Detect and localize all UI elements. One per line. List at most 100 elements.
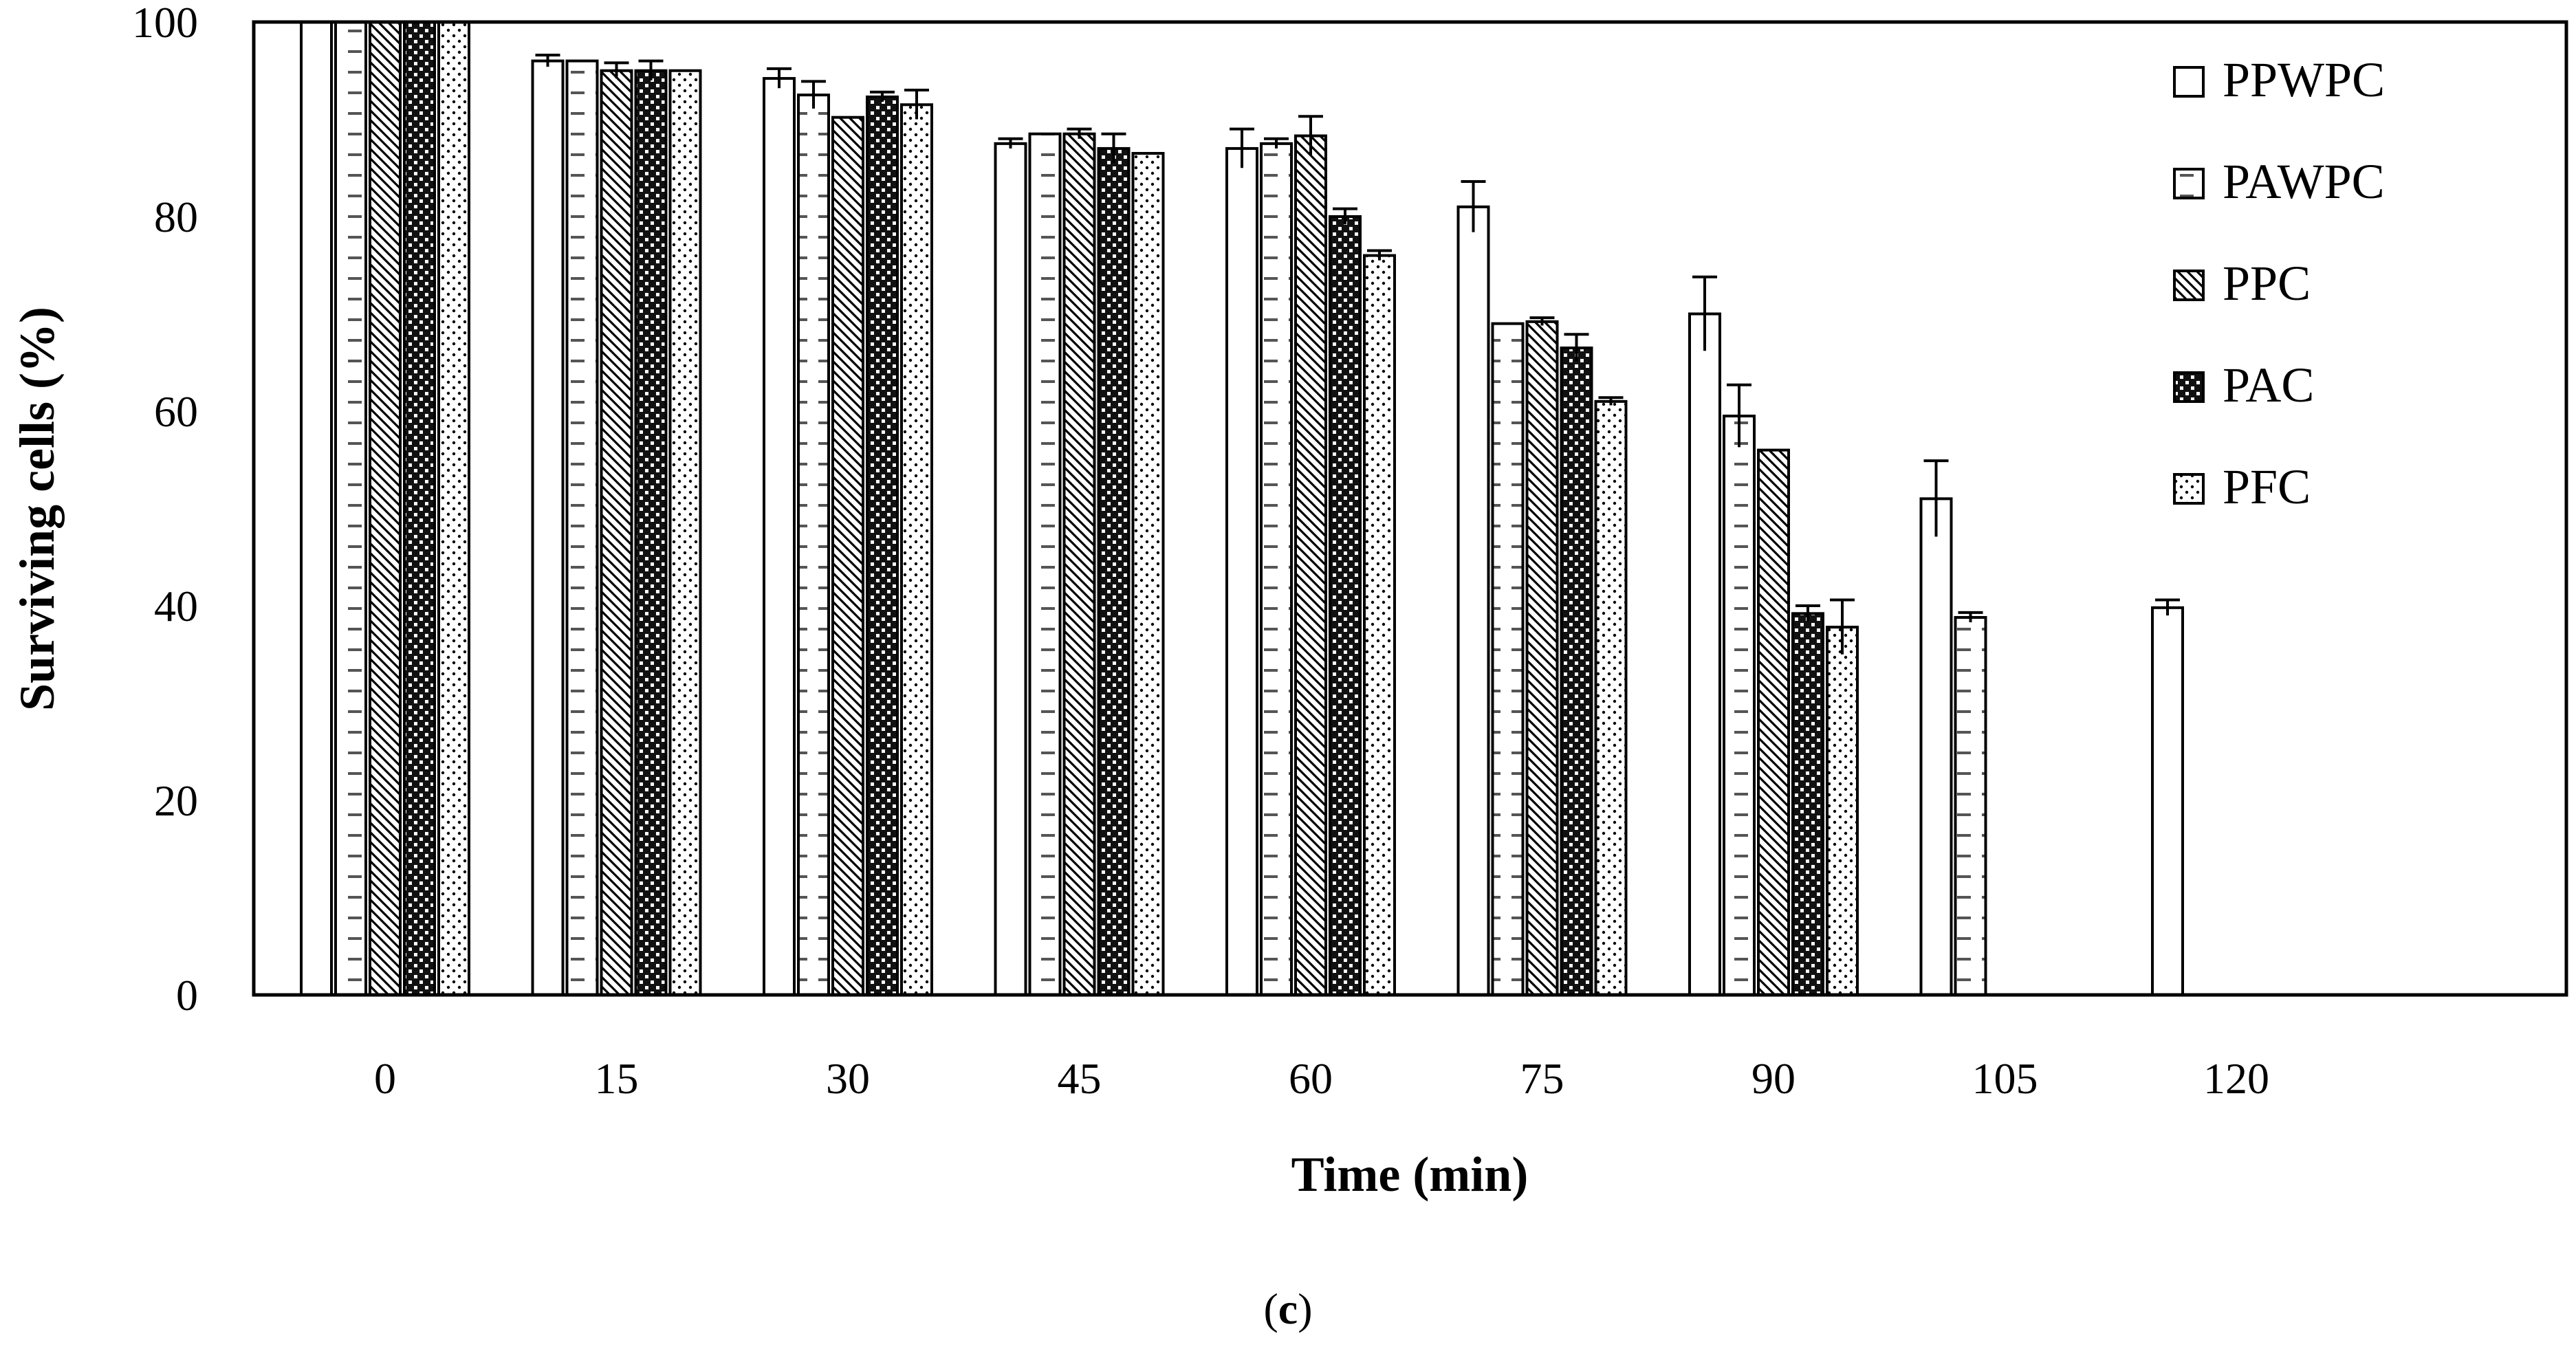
x-axis-ticks: 0 15 30 45 60 75 90 105 120 [374,1054,2269,1103]
bar-pawpc-t75 [1491,322,1525,996]
error-bar-ppc-t60 [1298,115,1323,155]
error-bar-pawpc-t105 [1958,611,1983,623]
legend-swatch-ppwpc [2173,66,2205,98]
error-bar-pawpc-t30 [801,80,826,109]
y-tick-label: 40 [154,582,198,630]
bar-pac-t60 [1329,215,1362,996]
error-bar-pawpc-t90 [1727,383,1751,448]
bar-pawpc-t15 [565,59,599,997]
legend-label-pfc: PFC [2223,459,2311,514]
error-bar-pac-t75 [1564,333,1589,362]
bar-pawpc-t30 [797,94,830,996]
error-bar-ppwpc-t120 [2155,598,2180,616]
bar-ppwpc-t15 [531,59,565,997]
error-bar-pfc-t90 [1830,598,1855,655]
legend-label-pawpc: PAWPC [2223,154,2385,209]
bar-pfc-t75 [1594,399,1628,996]
bar-pawpc-t90 [1723,415,1756,996]
error-bar-ppwpc-t15 [535,54,560,67]
error-bar-ppwpc-t60 [1230,127,1254,168]
legend: PPWPC PAWPC PPC PAC PFC [2173,52,2385,514]
error-bar-pac-t30 [870,90,895,102]
legend-swatch-ppc [2173,270,2205,301]
y-tick-label: 20 [154,776,198,825]
bar-ppwpc-t120 [2151,606,2184,996]
y-tick-label: 0 [176,971,198,1020]
plot-area-frame [252,20,2568,997]
bar-pfc-t0 [437,21,470,996]
bar-ppc-t90 [1757,448,1790,996]
error-bar-pac-t45 [1101,132,1126,164]
bar-pawpc-t0 [334,21,367,996]
bar-pac-t0 [403,21,436,996]
bar-pac-t15 [634,69,668,996]
x-tick-label: 75 [1520,1054,1564,1103]
error-bar-ppwpc-t30 [767,67,792,89]
bar-pfc-t60 [1363,254,1396,997]
bar-pawpc-t105 [1954,615,1987,996]
error-bar-pfc-t60 [1367,249,1392,261]
x-axis-title: Time (min) [1291,1147,1529,1202]
bar-pfc-t45 [1131,152,1165,996]
y-axis-ticks: 0 20 40 60 80 100 [132,0,198,1020]
bar-pawpc-t60 [1260,142,1293,996]
x-tick-label: 45 [1058,1054,1102,1103]
error-bar-ppwpc-t45 [998,137,1023,149]
y-tick-label: 80 [154,193,198,241]
legend-item-pac: PAC [2173,358,2314,413]
bar-pac-t30 [866,95,899,997]
error-bar-ppwpc-t75 [1461,180,1486,232]
bar-pac-t45 [1097,146,1131,997]
bar-ppc-t75 [1525,320,1559,996]
bar-ppwpc-t45 [994,142,1027,996]
legend-swatch-pfc [2173,473,2205,505]
bar-ppwpc-t90 [1688,312,1721,996]
legend-item-ppwpc: PPWPC [2173,52,2385,107]
legend-swatch-pac [2173,371,2205,403]
bar-pac-t90 [1791,612,1824,996]
bar-ppc-t30 [831,116,864,996]
x-tick-label: 120 [2203,1054,2269,1103]
error-bar-ppc-t75 [1529,316,1555,326]
bar-ppwpc-t60 [1225,146,1258,997]
y-tick-label: 100 [132,0,198,47]
bar-ppwpc-t105 [1919,497,1953,996]
error-bar-pac-t60 [1333,207,1357,225]
x-tick-label: 30 [826,1054,870,1103]
x-tick-label: 60 [1289,1054,1333,1103]
bar-ppc-t0 [369,21,402,996]
legend-label-ppwpc: PPWPC [2223,52,2385,107]
bar-pfc-t90 [1826,626,1859,996]
bars-layer [300,21,2184,997]
bar-ppwpc-t0 [300,21,333,996]
bar-ppwpc-t75 [1456,205,1490,997]
bar-pawpc-t45 [1028,132,1062,997]
x-tick-label: 15 [595,1054,639,1103]
x-tick-label: 90 [1751,1054,1795,1103]
error-bar-ppwpc-t105 [1923,459,1949,537]
legend-item-pawpc: PAWPC [2173,154,2385,209]
legend-item-ppc: PPC [2173,256,2311,311]
bar-ppc-t60 [1294,134,1327,996]
error-bar-ppc-t45 [1067,127,1092,139]
panel-label: (c) [1263,1284,1312,1333]
error-bar-pfc-t30 [904,89,929,120]
legend-item-pfc: PFC [2173,459,2311,514]
legend-label-ppc: PPC [2223,256,2311,311]
error-bar-pfc-t75 [1598,396,1624,406]
bar-pfc-t15 [668,69,702,996]
error-bar-ppc-t15 [604,61,629,79]
error-bar-pac-t90 [1795,604,1820,622]
bar-ppc-t45 [1062,132,1096,997]
error-bar-pawpc-t60 [1264,137,1289,149]
legend-swatch-pawpc [2173,168,2205,199]
legend-label-pac: PAC [2223,358,2314,413]
error-bar-ppwpc-t90 [1692,275,1717,351]
bar-ppwpc-t30 [763,77,796,997]
error-bar-pac-t15 [638,59,664,80]
y-axis-title: Surviving cells (%) [10,307,65,711]
y-tick-label: 60 [154,387,198,436]
bar-pfc-t30 [900,103,933,996]
